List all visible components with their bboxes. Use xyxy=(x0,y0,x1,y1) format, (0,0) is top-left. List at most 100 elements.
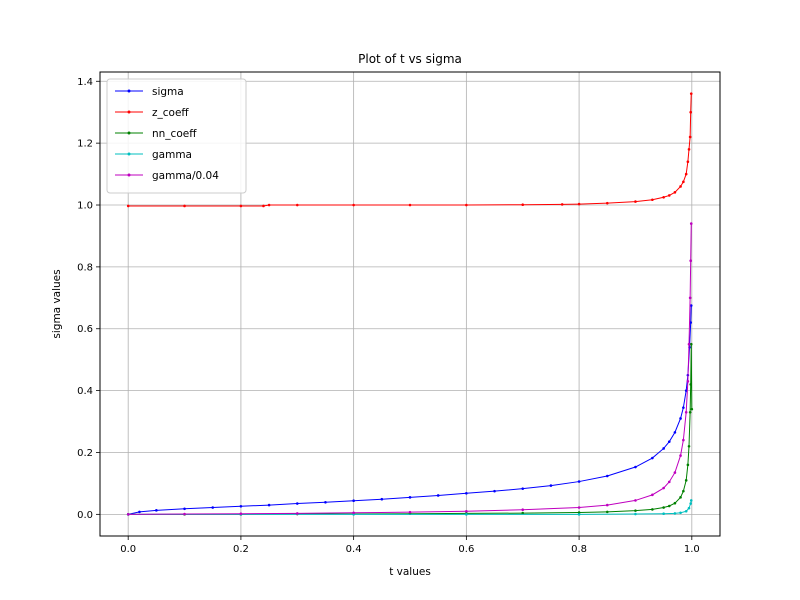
data-point xyxy=(686,463,690,467)
x-axis-label: t values xyxy=(389,566,431,578)
data-point xyxy=(634,509,637,512)
data-point xyxy=(126,513,130,516)
data-point xyxy=(673,501,677,505)
data-point xyxy=(577,511,581,514)
x-tick-label: 0.0 xyxy=(120,544,136,555)
data-point xyxy=(262,204,265,208)
data-point xyxy=(667,194,671,197)
legend-item: z_coeff xyxy=(115,107,189,119)
data-point xyxy=(521,508,525,512)
data-point xyxy=(687,342,691,346)
data-point xyxy=(239,505,243,508)
data-point xyxy=(673,471,677,474)
data-point xyxy=(679,185,682,188)
data-point xyxy=(605,201,609,205)
data-point xyxy=(651,493,654,497)
data-point xyxy=(560,203,564,206)
y-tick-label: 0.0 xyxy=(77,510,93,521)
legend-box xyxy=(106,78,247,194)
y-axis-ticks: 0.0 0.2 0.4 0.6 0.8 1.0 1.2 1.4 xyxy=(77,77,100,521)
data-point xyxy=(662,447,665,450)
data-point xyxy=(689,304,693,307)
data-point xyxy=(689,222,693,225)
data-point xyxy=(465,509,468,513)
data-point xyxy=(408,496,412,499)
data-point xyxy=(684,479,688,482)
data-point xyxy=(689,502,692,505)
data-point xyxy=(239,204,243,208)
data-point xyxy=(295,203,299,207)
x-tick-label: 0.6 xyxy=(458,544,474,555)
data-point xyxy=(684,509,688,513)
data-point xyxy=(295,502,299,505)
legend-item: nn_coeff xyxy=(115,128,197,140)
series-gamma-0-04 xyxy=(126,222,693,516)
data-point xyxy=(605,474,609,478)
x-tick-label: 0.2 xyxy=(233,544,249,555)
data-point xyxy=(689,92,693,95)
data-point xyxy=(465,203,468,207)
data-point xyxy=(682,406,685,409)
data-point xyxy=(126,204,130,208)
x-tick-label: 0.8 xyxy=(571,544,587,555)
data-point xyxy=(662,506,665,509)
legend-item: gamma/0.04 xyxy=(115,170,219,182)
data-point xyxy=(267,203,271,207)
data-point xyxy=(682,180,685,184)
data-point xyxy=(651,456,654,460)
y-axis-label: sigma values xyxy=(51,269,63,338)
data-point xyxy=(634,465,637,469)
data-point xyxy=(689,342,693,346)
data-point xyxy=(662,195,665,199)
data-point xyxy=(673,512,677,515)
y-tick-label: 1.4 xyxy=(77,77,93,88)
data-point xyxy=(667,440,671,443)
data-point xyxy=(295,512,299,515)
legend-marker xyxy=(127,152,131,156)
data-point xyxy=(352,499,355,503)
x-tick-label: 0.4 xyxy=(346,544,362,555)
data-point xyxy=(521,203,525,207)
data-point xyxy=(679,511,682,515)
data-point xyxy=(688,296,692,300)
data-point xyxy=(651,508,654,511)
data-point xyxy=(465,513,468,516)
data-point xyxy=(673,191,677,194)
data-point xyxy=(577,513,581,516)
data-point xyxy=(684,410,688,414)
data-point xyxy=(239,512,243,516)
data-point xyxy=(690,407,694,411)
x-axis-ticks: 0.0 0.2 0.4 0.6 0.8 1.0 xyxy=(120,536,700,555)
series-layer xyxy=(126,92,694,516)
data-point xyxy=(687,506,691,510)
data-point xyxy=(679,417,682,420)
x-tick-label: 1.0 xyxy=(684,544,700,555)
data-point xyxy=(689,110,692,114)
legend-label: z_coeff xyxy=(152,107,189,119)
data-point xyxy=(689,383,692,386)
y-tick-label: 0.4 xyxy=(77,386,93,397)
data-point xyxy=(183,507,186,511)
data-point xyxy=(682,489,685,493)
legend-label: gamma xyxy=(152,149,192,161)
y-tick-label: 0.2 xyxy=(77,448,93,459)
series-gamma xyxy=(126,499,693,516)
legend-marker xyxy=(127,89,131,93)
data-point xyxy=(634,499,637,502)
chart-title: Plot of t vs sigma xyxy=(358,52,462,66)
data-point xyxy=(183,512,186,516)
data-point xyxy=(688,410,692,414)
data-point xyxy=(521,511,525,515)
legend-label: sigma xyxy=(152,86,184,98)
data-point xyxy=(662,486,665,490)
data-point xyxy=(155,509,158,512)
data-point xyxy=(605,503,609,507)
series-z-coeff xyxy=(126,92,693,208)
data-point xyxy=(679,454,682,457)
data-point xyxy=(408,203,412,207)
data-point xyxy=(577,480,581,483)
data-point xyxy=(682,438,685,442)
data-point xyxy=(521,487,525,490)
data-point xyxy=(634,200,637,203)
